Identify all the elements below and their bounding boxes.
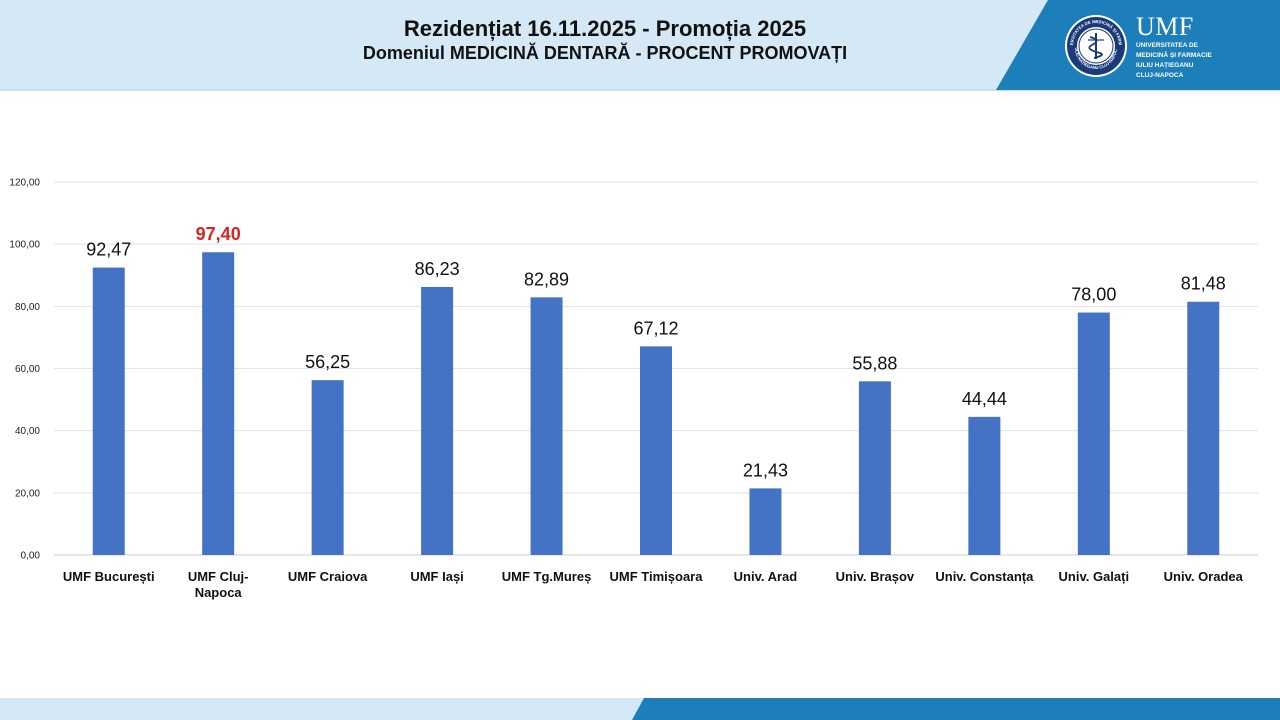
- logo-line-3: Iuliu Hațieganu: [1136, 62, 1194, 69]
- data-label: 86,23: [415, 259, 460, 279]
- x-tick-label: Univ. Brașov: [836, 569, 915, 584]
- data-label: 82,89: [524, 269, 569, 289]
- data-label: 97,40: [196, 224, 241, 244]
- logo-line-4: Cluj-Napoca: [1136, 72, 1184, 79]
- header-logo-panel: [996, 0, 1280, 90]
- data-label: 56,25: [305, 352, 350, 372]
- umf-text-logo: UMF Universitatea de Medicină și Farmaci…: [1136, 14, 1212, 80]
- x-tick-label-line: UMF București: [63, 569, 155, 584]
- x-tick-label: UMF București: [63, 569, 155, 584]
- umf-seal-logo: UNIVERSITATEA DE MEDICINĂ ȘI FARMACIE IU…: [1064, 14, 1127, 77]
- x-tick-label: Univ. Constanța: [935, 569, 1034, 584]
- x-tick-label: Univ. Arad: [734, 569, 798, 584]
- x-tick-label-line: Univ. Brașov: [836, 569, 915, 584]
- data-labels: 92,47 97,40 56,25 86,23 82,89 67,12 21,43 55,88…: [86, 224, 1226, 480]
- y-axis-ticks: 0,00 20,00 40,00 60,00 80,00 100,00 120,00: [9, 178, 40, 562]
- slide-title: Rezidențiat 16.11.2025 - Promoția 2025: [403, 16, 807, 41]
- y-tick-label: 60,00: [15, 364, 40, 375]
- footer-accent: [632, 698, 1280, 720]
- data-label: 78,00: [1071, 285, 1116, 305]
- x-tick-label-line: UMF Tg.Mureș: [502, 569, 592, 584]
- data-label: 92,47: [86, 240, 131, 260]
- x-tick-label: Univ. Oradea: [1164, 569, 1244, 584]
- x-tick-label-line: Napoca: [195, 585, 243, 600]
- logo-abbrev: UMF: [1136, 12, 1194, 41]
- x-tick-label: UMF Iași: [410, 569, 463, 584]
- header-divider: [0, 89, 1280, 91]
- x-tick-label-line: UMF Cluj-: [188, 569, 249, 584]
- x-tick-label: Univ. Galați: [1059, 569, 1130, 584]
- y-tick-label: 120,00: [9, 178, 40, 189]
- y-tick-label: 40,00: [15, 426, 40, 437]
- x-tick-label: UMF Cluj-Napoca: [188, 569, 249, 600]
- bar: [968, 416, 1001, 555]
- bar: [640, 346, 672, 555]
- bar: [1077, 312, 1110, 555]
- slide-subtitle: Domeniul MEDICINĂ DENTARĂ - PROCENT PROM…: [362, 43, 848, 63]
- data-label: 44,44: [962, 389, 1007, 409]
- bar: [311, 380, 344, 555]
- logo-line-1: Universitatea de: [1136, 42, 1198, 49]
- x-tick-label-line: Univ. Constanța: [935, 569, 1034, 584]
- x-tick-label-line: Univ. Arad: [734, 569, 798, 584]
- data-label: 21,43: [743, 460, 788, 480]
- logo-line-2: Medicină și Farmacie: [1136, 52, 1212, 59]
- x-tick-label-line: Univ. Oradea: [1164, 569, 1244, 584]
- data-label: 81,48: [1181, 274, 1226, 294]
- x-tick-label-line: Univ. Galați: [1059, 569, 1130, 584]
- bar: [749, 488, 782, 555]
- x-tick-label: UMF Tg.Mureș: [502, 569, 592, 584]
- bar: [202, 252, 235, 555]
- data-label: 67,12: [633, 318, 678, 338]
- bar: [858, 381, 891, 555]
- y-tick-label: 80,00: [15, 302, 40, 313]
- bar: [421, 286, 454, 555]
- y-tick-label: 100,00: [9, 240, 40, 251]
- x-tick-label-line: UMF Timișoara: [610, 569, 704, 584]
- chart-bars: [92, 252, 1220, 555]
- bar: [92, 267, 125, 555]
- data-label: 55,88: [852, 353, 897, 373]
- bar: [530, 297, 563, 555]
- x-tick-label: UMF Craiova: [288, 569, 368, 584]
- x-axis-labels: UMF București UMF Cluj-Napoca UMF Craiova U…: [63, 569, 1244, 600]
- y-tick-label: 20,00: [15, 488, 40, 499]
- x-tick-label-line: UMF Iași: [410, 569, 463, 584]
- bar: [1187, 301, 1220, 555]
- x-tick-label: UMF Timișoara: [610, 569, 704, 584]
- x-tick-label-line: UMF Craiova: [288, 569, 368, 584]
- y-tick-label: 0,00: [21, 551, 41, 562]
